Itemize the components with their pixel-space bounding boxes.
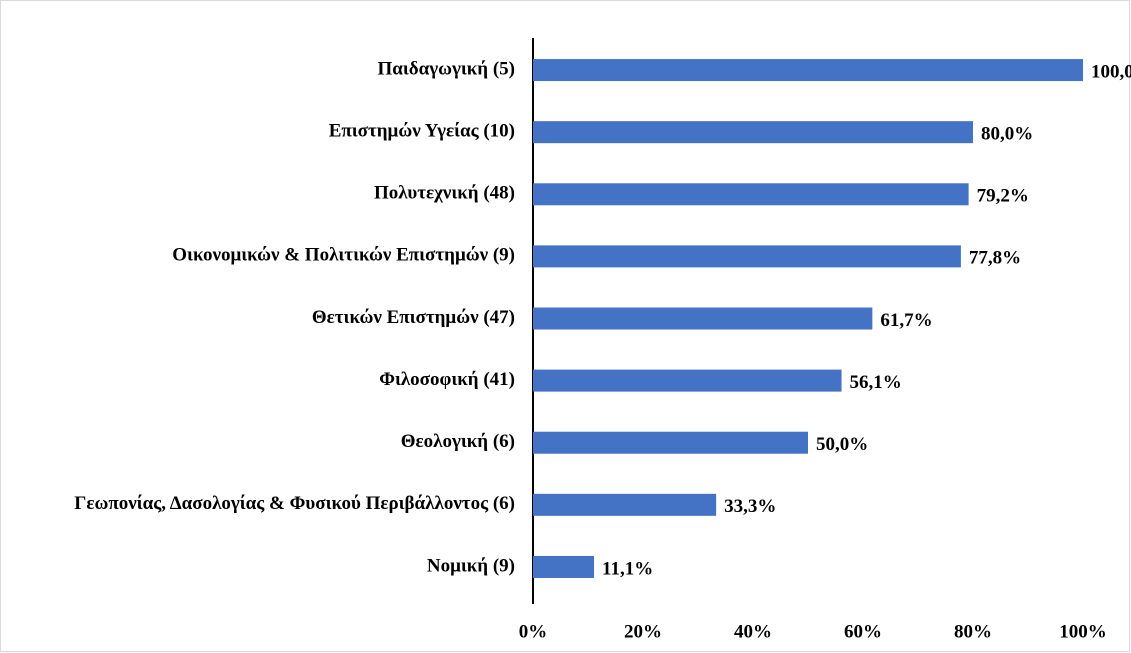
data-label: 33,3% [724, 496, 776, 517]
data-label: 61,7% [880, 310, 932, 331]
y-tick-label: Πολυτεχνική (48) [374, 183, 515, 204]
bar [533, 369, 842, 392]
bar [533, 121, 973, 144]
bar [533, 493, 717, 516]
x-tick-label: 60% [844, 621, 882, 642]
data-label: 50,0% [816, 434, 868, 455]
data-label: 11,1% [602, 558, 653, 579]
bar [533, 555, 595, 578]
y-tick-label: Επιστημών Υγείας (10) [329, 121, 515, 142]
y-tick-label: Γεωπονίας, Δασολογίας & Φυσικού Περιβάλλ… [74, 493, 515, 514]
x-tick-label: 0% [519, 621, 548, 642]
x-tick-label: 100% [1059, 621, 1107, 642]
y-tick-label: Νομική (9) [427, 555, 515, 576]
y-tick-label: Φιλοσοφική (41) [379, 369, 515, 390]
y-tick-label: Οικονομικών & Πολιτικών Επιστημών (9) [172, 245, 515, 266]
x-tick-label: 80% [954, 621, 992, 642]
bar [533, 431, 808, 454]
bar [533, 307, 873, 330]
bar [533, 245, 961, 268]
y-tick-label: Θεολογική (6) [401, 431, 515, 452]
x-tick-label: 40% [734, 621, 772, 642]
data-label: 56,1% [850, 372, 902, 393]
x-tick-label: 20% [624, 621, 662, 642]
bar [533, 183, 969, 206]
data-label: 77,8% [969, 248, 1021, 269]
y-tick-label: Παιδαγωγική (5) [377, 58, 515, 79]
y-tick-label: Θετικών Επιστημών (47) [312, 307, 515, 328]
data-label: 80,0% [981, 124, 1033, 145]
data-label: 79,2% [977, 186, 1029, 207]
data-label: 100,0% [1091, 61, 1131, 82]
bar [533, 59, 1083, 82]
